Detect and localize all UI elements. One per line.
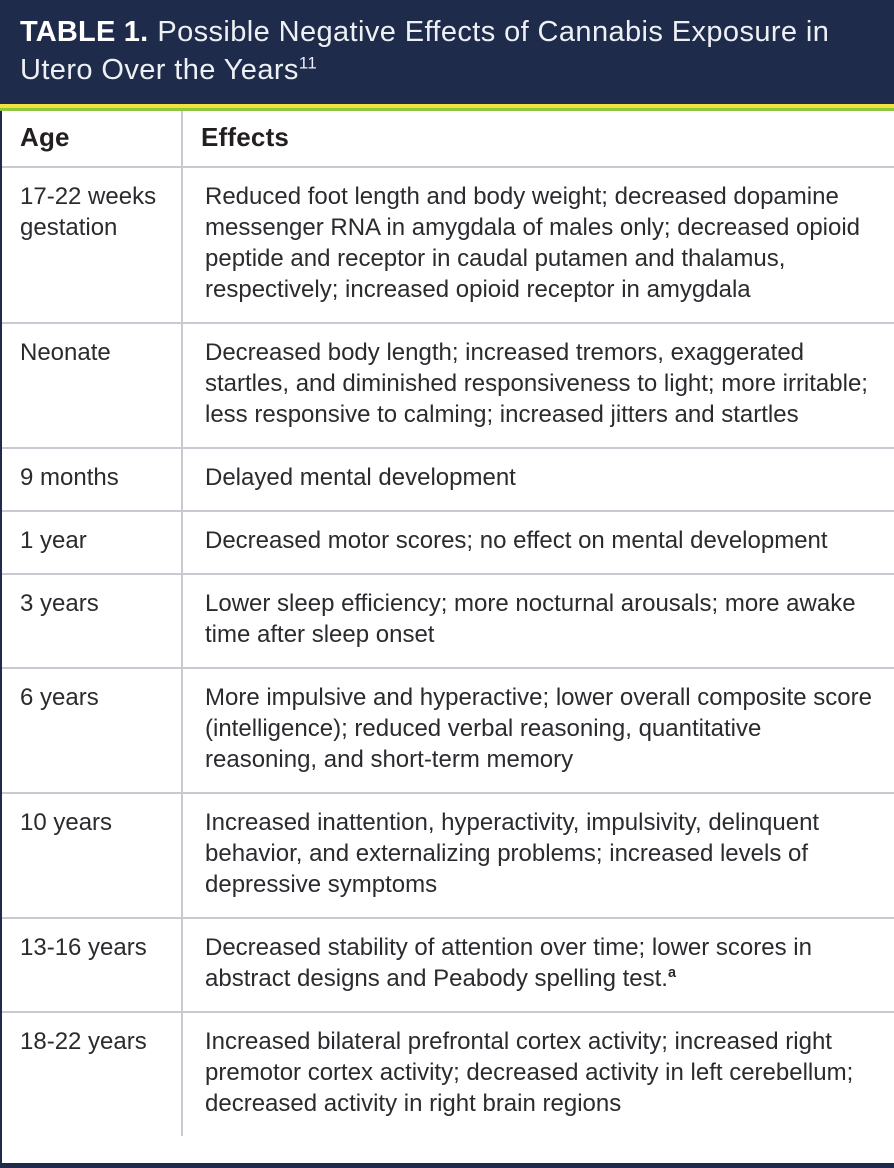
effects-cell: Decreased stability of attention over ti…: [182, 918, 894, 1013]
effects-cell: Decreased motor scores; no effect on men…: [182, 511, 894, 575]
age-cell: 17-22 weeks gestation: [2, 167, 183, 324]
age-cell: 10 years: [2, 793, 183, 919]
effects-cell: Increased inattention, hyperactivity, im…: [182, 793, 894, 919]
effects-text: Decreased stability of attention over ti…: [205, 934, 812, 992]
age-cell: 6 years: [2, 668, 183, 794]
effects-cell: Delayed mental development: [182, 448, 894, 512]
age-cell: 18-22 years: [2, 1012, 183, 1136]
footnote-superscript: a: [667, 965, 676, 981]
column-header-effects: Effects: [182, 111, 894, 168]
table-title: TABLE 1. Possible Negative Effects of Can…: [20, 13, 870, 89]
effects-cell: Increased bilateral prefrontal cortex ac…: [205, 1028, 854, 1117]
table-number-label: TABLE 1.: [20, 16, 149, 48]
accent-stripe-yellow: [0, 104, 894, 108]
column-header-age: Age: [2, 111, 183, 168]
table-row: 3 years Lower sleep efficiency; more noc…: [2, 574, 894, 669]
header-row: Age Effects: [2, 111, 894, 168]
reference-superscript: 11: [298, 53, 318, 73]
effects-table: Age Effects 17-22 weeks gestation Reduce…: [2, 111, 894, 1136]
table-head: Age Effects: [2, 111, 894, 168]
table-row: 18-22 years Increased bilateral prefront…: [2, 1012, 894, 1136]
table-title-bar: TABLE 1. Possible Negative Effects of Can…: [0, 0, 894, 104]
table-body: 17-22 weeks gestation Reduced foot lengt…: [2, 167, 894, 1136]
age-cell: 13-16 years: [2, 918, 183, 1013]
table-row: Neonate Decreased body length; increased…: [2, 323, 894, 449]
age-cell: 3 years: [2, 574, 183, 669]
accent-stripe-green: [0, 108, 894, 111]
table-row: 13-16 years Decreased stability of atten…: [2, 918, 894, 1013]
table-row: 1 year Decreased motor scores; no effect…: [2, 511, 894, 575]
age-cell: 9 months: [2, 448, 183, 512]
effects-table-container: Age Effects 17-22 weeks gestation Reduce…: [0, 111, 894, 1168]
age-cell: 1 year: [2, 511, 183, 575]
table-row: 6 years More impulsive and hyperactive; …: [2, 668, 894, 794]
table-row: 10 years Increased inattention, hyperact…: [2, 793, 894, 919]
table-row: 9 months Delayed mental development: [2, 448, 894, 512]
age-cell: Neonate: [2, 323, 183, 449]
effects-cell: More impulsive and hyperactive; lower ov…: [182, 668, 894, 794]
table-title-text: Possible Negative Effects of Cannabis Ex…: [20, 16, 830, 86]
effects-cell: Lower sleep efficiency; more nocturnal a…: [182, 574, 894, 669]
effects-cell: Reduced foot length and body weight; dec…: [182, 167, 894, 324]
table-row: 17-22 weeks gestation Reduced foot lengt…: [2, 167, 894, 324]
effects-cell: Decreased body length; increased tremors…: [182, 323, 894, 449]
